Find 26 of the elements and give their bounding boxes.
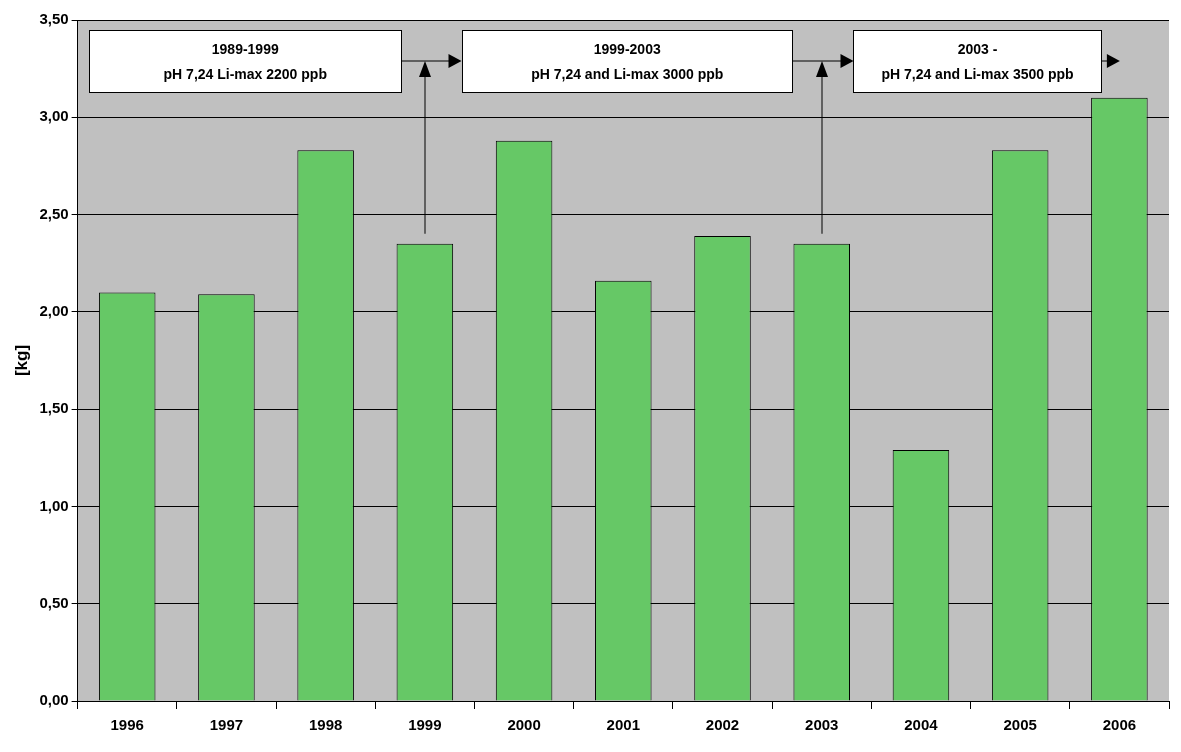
y-tick-label: 1,00 [39, 496, 69, 514]
x-tick-label: 2006 [1102, 716, 1137, 734]
x-tick-label: 2001 [606, 716, 640, 734]
y-tick-label: 2,50 [39, 204, 69, 222]
x-tick-label: 2005 [1003, 716, 1037, 734]
x-tick-label: 1999 [408, 716, 442, 734]
x-tick-label: 2003 [805, 716, 839, 734]
annotation: 1989-1999 pH 7,24 Li-max 2200 ppb [163, 39, 327, 84]
text-box: 1989-1999 pH 7,24 Li-max 2200 ppb [88, 30, 402, 93]
text-box: 1999-2003 pH 7,24 and Li-max 3000 ppb [461, 30, 793, 93]
x-tick-label: 2002 [705, 716, 740, 734]
y-tick-label: 1,50 [39, 399, 69, 417]
x-tick-label: 1998 [308, 716, 343, 734]
y-tick-label: 3,00 [39, 107, 69, 125]
x-tick-label: 1997 [209, 716, 244, 734]
y-tick-label: 0,50 [39, 593, 69, 611]
text-box: 2003 - pH 7,24 and Li-max 3500 ppb [853, 30, 1102, 93]
y-tick-label: 3,50 [39, 10, 69, 28]
x-tick-label: 1996 [110, 716, 144, 734]
annotation: 1999-2003 pH 7,24 and Li-max 3000 ppb [531, 39, 724, 84]
annotation: 2003 - pH 7,24 and Li-max 3500 ppb [881, 39, 1074, 84]
x-tick-label: 2000 [507, 716, 541, 734]
y-axis-title: [kg] [11, 344, 31, 377]
y-tick-label: 2,00 [39, 302, 69, 319]
y-tick-label: 0,00 [39, 691, 69, 709]
x-tick-label: 2004 [904, 716, 939, 734]
